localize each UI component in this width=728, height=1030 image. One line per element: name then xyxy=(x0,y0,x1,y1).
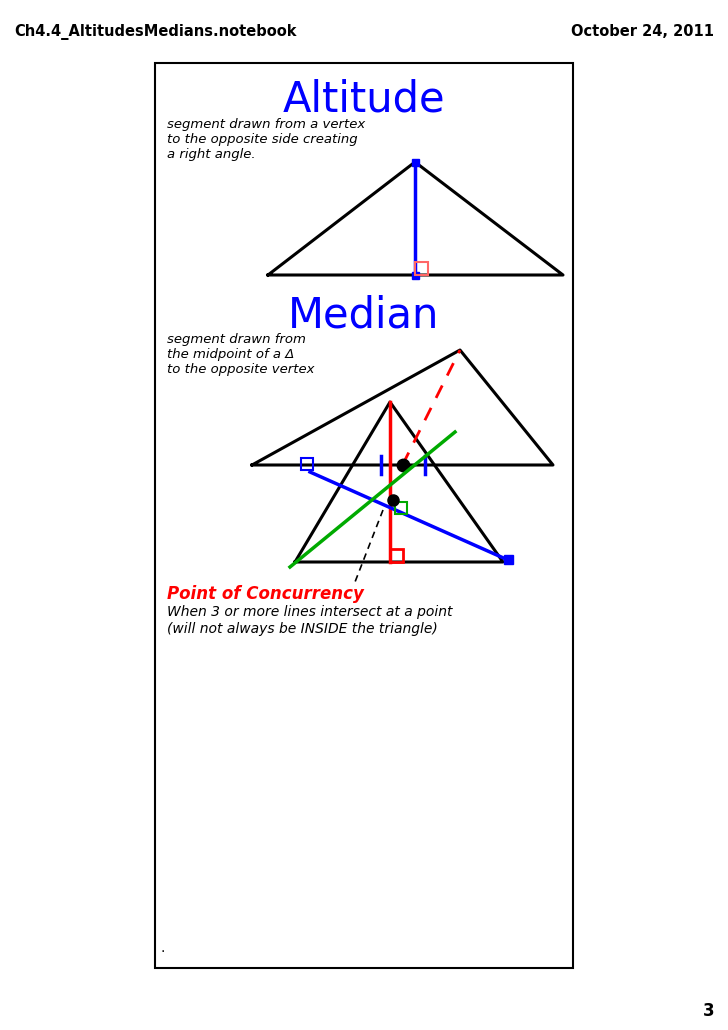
Text: When 3 or more lines intersect at a point: When 3 or more lines intersect at a poin… xyxy=(167,605,453,619)
Bar xyxy=(411,272,419,278)
Text: Median: Median xyxy=(288,295,440,337)
Text: a right angle.: a right angle. xyxy=(167,148,256,161)
Text: Ch4.4_AltitudesMedians.notebook: Ch4.4_AltitudesMedians.notebook xyxy=(14,24,296,40)
Text: segment drawn from a vertex: segment drawn from a vertex xyxy=(167,118,365,131)
Text: to the opposite side creating: to the opposite side creating xyxy=(167,133,357,146)
Text: to the opposite vertex: to the opposite vertex xyxy=(167,363,314,376)
Bar xyxy=(301,458,313,470)
Bar xyxy=(390,549,403,562)
Bar xyxy=(155,63,573,968)
Bar xyxy=(395,502,407,514)
Text: .: . xyxy=(160,941,165,955)
Text: October 24, 2011: October 24, 2011 xyxy=(571,24,714,39)
Bar xyxy=(411,159,419,166)
Text: segment drawn from: segment drawn from xyxy=(167,333,306,346)
Text: the midpoint of a Δ: the midpoint of a Δ xyxy=(167,348,294,360)
Text: (will not always be INSIDE the triangle): (will not always be INSIDE the triangle) xyxy=(167,622,438,636)
Text: Point of Concurrency: Point of Concurrency xyxy=(167,585,364,603)
Text: Altitude: Altitude xyxy=(282,78,446,121)
Text: 3: 3 xyxy=(703,1002,714,1020)
Bar xyxy=(415,262,428,275)
Bar xyxy=(504,555,513,564)
